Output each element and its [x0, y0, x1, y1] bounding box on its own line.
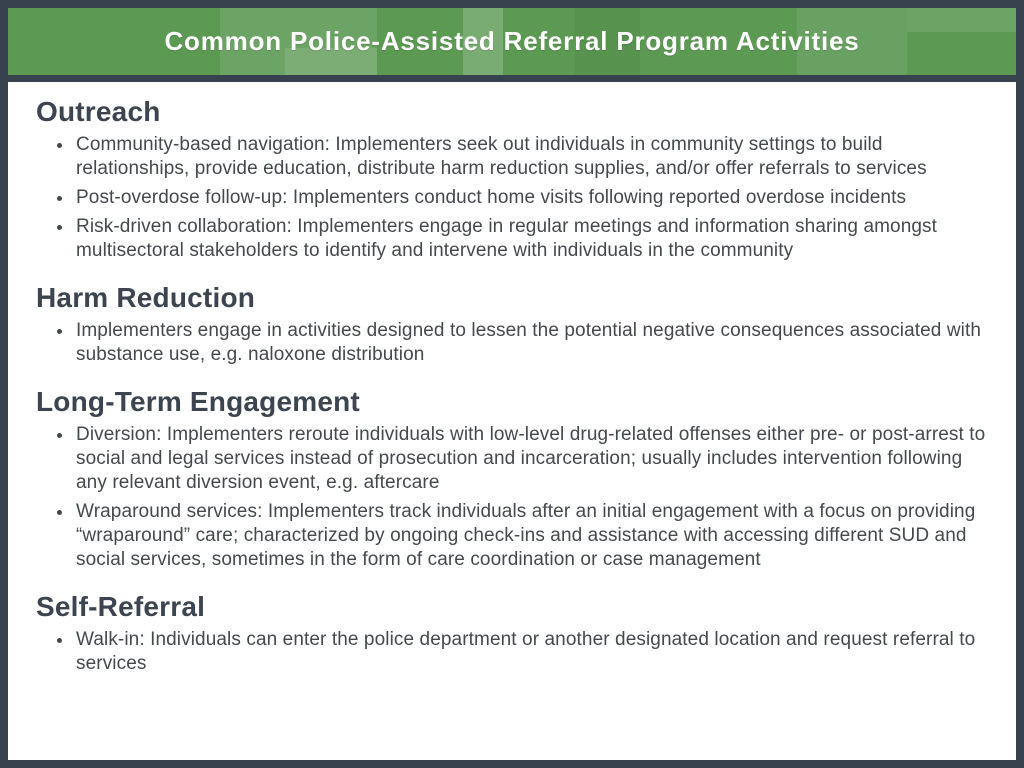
- bullet-item: Diversion: Implementers reroute individu…: [74, 423, 990, 495]
- header-texture-patch: [463, 8, 503, 75]
- bullet-item: Walk-in: Individuals can enter the polic…: [74, 628, 990, 676]
- bullet-item: Wraparound services: Implementers track …: [74, 500, 990, 572]
- section-self-referral: Self-Referral Walk-in: Individuals can e…: [36, 591, 990, 676]
- bullet-list: Implementers engage in activities design…: [36, 319, 990, 367]
- bullet-item: Community-based navigation: Implementers…: [74, 133, 990, 181]
- content-area: Outreach Community-based navigation: Imp…: [8, 82, 1016, 676]
- section-heading: Self-Referral: [36, 591, 206, 622]
- header-texture-patch: [285, 48, 377, 75]
- header-texture-patch: [907, 8, 1016, 32]
- header-texture-patch: [797, 8, 907, 75]
- section-heading: Long-Term Engagement: [36, 386, 360, 417]
- header-banner: Common Police-Assisted Referral Program …: [8, 8, 1016, 82]
- section-long-term-engagement: Long-Term Engagement Diversion: Implemen…: [36, 386, 990, 572]
- header-texture-patch: [220, 8, 377, 75]
- bullet-item: Risk-driven collaboration: Implementers …: [74, 215, 990, 263]
- section-harm-reduction: Harm Reduction Implementers engage in ac…: [36, 282, 990, 367]
- bullet-item: Implementers engage in activities design…: [74, 319, 990, 367]
- page-title: Common Police-Assisted Referral Program …: [164, 26, 860, 56]
- bullet-list: Walk-in: Individuals can enter the polic…: [36, 628, 990, 676]
- bullet-list: Community-based navigation: Implementers…: [36, 133, 990, 263]
- section-heading: Outreach: [36, 96, 161, 127]
- header-texture-patch: [575, 8, 640, 75]
- bullet-list: Diversion: Implementers reroute individu…: [36, 423, 990, 572]
- section-heading: Harm Reduction: [36, 282, 256, 313]
- section-outreach: Outreach Community-based navigation: Imp…: [36, 96, 990, 263]
- bullet-item: Post-overdose follow-up: Implementers co…: [74, 186, 990, 210]
